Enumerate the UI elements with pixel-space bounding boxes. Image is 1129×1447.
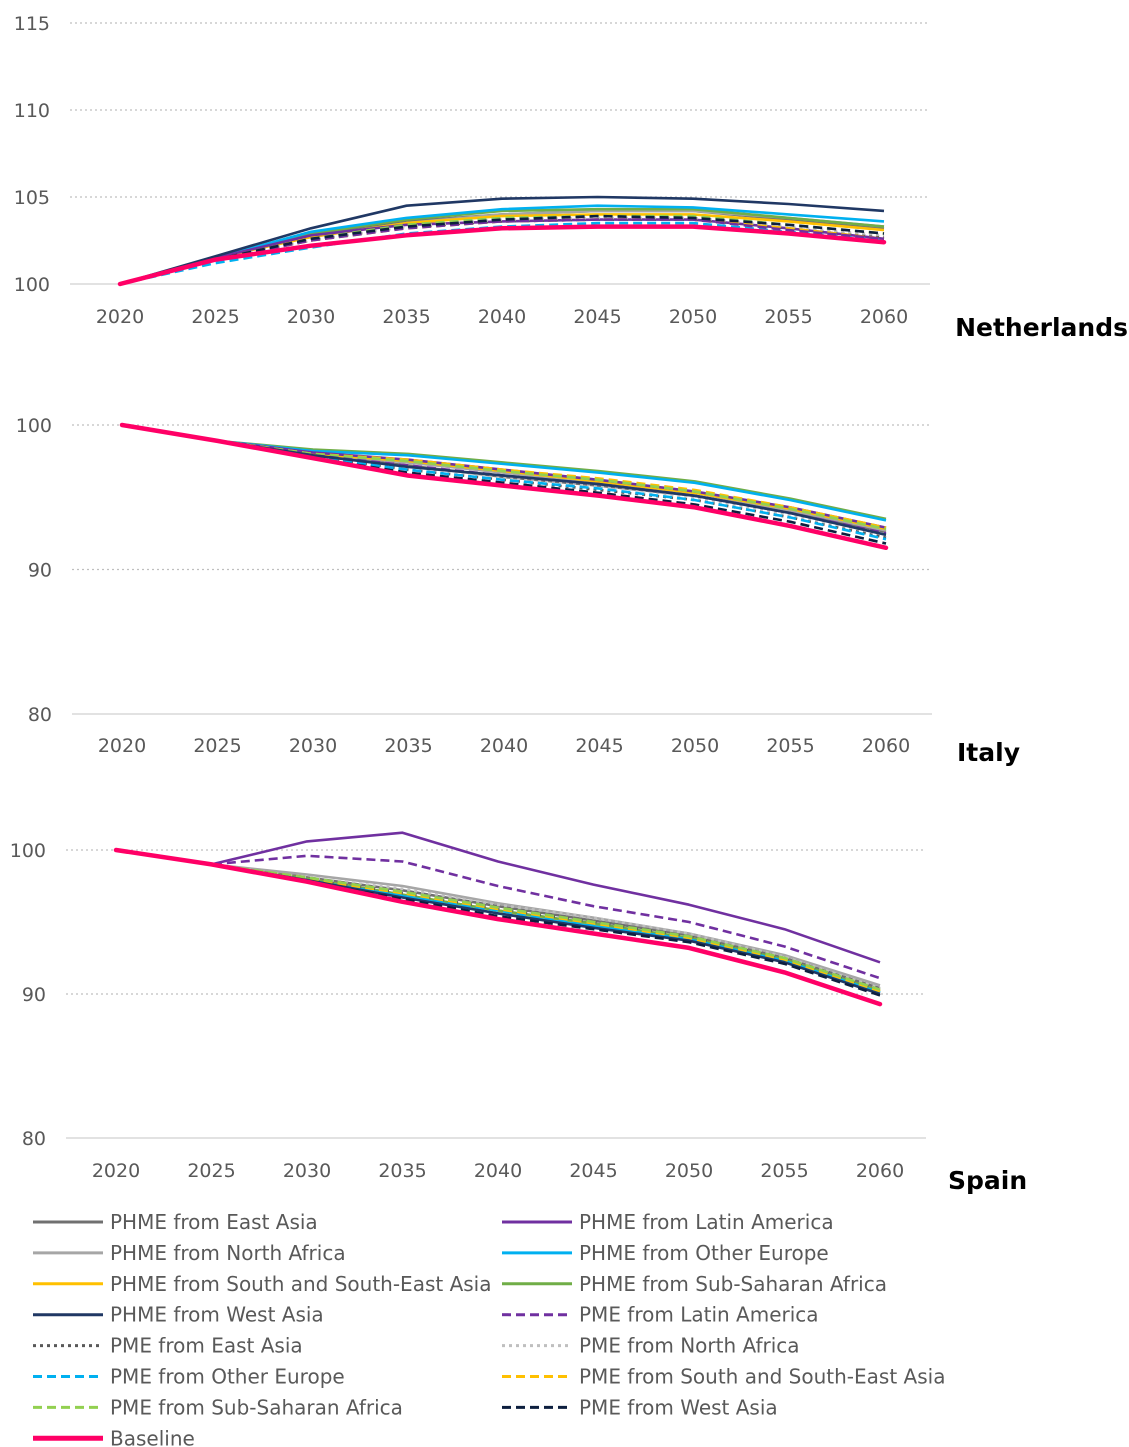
x-tick-label: 2060: [860, 306, 908, 328]
series-line-phme-from-east-asia: [121, 423, 887, 534]
x-tick-label: 2020: [96, 306, 144, 328]
legend-label: PME from Other Europe: [110, 1365, 345, 1389]
series-line-pme-from-north-africa: [121, 423, 887, 537]
legend-label: PHME from West Asia: [110, 1303, 324, 1327]
x-tick-label: 2035: [384, 735, 432, 757]
x-tick-label: 2050: [671, 735, 719, 757]
series-line-pme-from-latin-america: [115, 848, 881, 980]
legend-label: PME from North Africa: [579, 1334, 800, 1358]
series-line-phme-from-latin-america: [119, 218, 885, 286]
x-tick-label: 2040: [478, 306, 526, 328]
x-tick-label: 2050: [665, 1160, 713, 1182]
y-tick-label: 90: [22, 984, 46, 1006]
series-line-phme-from-west-asia: [115, 848, 881, 996]
y-tick-label: 100: [10, 840, 46, 862]
x-tick-label: 2055: [766, 735, 814, 757]
x-tick-label: 2030: [289, 735, 337, 757]
chart-italy: 80 90 100 2020 2025 2030 2035 2040 2045 2050 2055 2…: [16, 415, 1020, 767]
chart-title: Italy: [957, 738, 1020, 767]
x-tick-label: 2025: [193, 735, 241, 757]
x-tick-label: 2045: [575, 735, 623, 757]
series-line-pme-from-west-asia: [115, 848, 881, 997]
legend-label: PHME from North Africa: [110, 1241, 346, 1265]
legend-label: PHME from Latin America: [579, 1210, 834, 1234]
x-tick-label: 2030: [287, 306, 335, 328]
x-tick-label: 2035: [378, 1160, 426, 1182]
chart-title: Netherlands: [955, 313, 1128, 342]
x-tick-label: 2040: [480, 735, 528, 757]
legend-label: PME from South and South-East Asia: [579, 1365, 945, 1389]
chart-spain: 80 90 100 2020 2025 2030 2035 2040 2045 2050 2055 2…: [10, 831, 1027, 1195]
x-tick-label: 2055: [764, 306, 812, 328]
legend-label: PHME from South and South-East Asia: [110, 1272, 491, 1296]
series-line-baseline: [119, 422, 889, 551]
x-tick-label: 2050: [669, 306, 717, 328]
legend-label: PME from East Asia: [110, 1334, 303, 1358]
chart-netherlands: 100 105 110 115 2020 2025 2030 2035 2040 2045 2050…: [14, 13, 1128, 342]
x-tick-label: 2045: [569, 1160, 617, 1182]
x-tick-label: 2035: [382, 306, 430, 328]
chart-title: Spain: [948, 1166, 1027, 1195]
legend-label: PME from West Asia: [579, 1395, 778, 1419]
series-line-phme-from-west-asia: [119, 195, 885, 286]
legend-label: Baseline: [110, 1426, 195, 1447]
legend: PHME from East Asia PHME from North Afric…: [33, 1210, 945, 1447]
x-tick-label: 2025: [191, 306, 239, 328]
series-line-phme-from-latin-america: [115, 831, 881, 964]
y-tick-label: 100: [16, 415, 52, 437]
y-tick-label: 110: [14, 100, 50, 122]
x-tick-label: 2020: [98, 735, 146, 757]
legend-label: PHME from Sub-Saharan Africa: [579, 1272, 887, 1296]
series-line-baseline: [113, 847, 883, 1007]
y-tick-label: 115: [14, 13, 50, 35]
legend-label: PHME from Other Europe: [579, 1241, 829, 1265]
x-tick-label: 2040: [474, 1160, 522, 1182]
x-tick-label: 2060: [862, 735, 910, 757]
y-tick-label: 80: [22, 1128, 46, 1150]
x-tick-label: 2055: [760, 1160, 808, 1182]
x-tick-label: 2045: [573, 306, 621, 328]
series-line-phme-from-south-and-south-east-asia: [119, 213, 885, 286]
y-tick-label: 100: [14, 274, 50, 296]
y-tick-label: 90: [28, 560, 52, 582]
x-tick-label: 2020: [92, 1160, 140, 1182]
legend-label: PME from Sub-Saharan Africa: [110, 1395, 403, 1419]
y-tick-label: 80: [28, 704, 52, 726]
y-tick-label: 105: [14, 187, 50, 209]
legend-label: PME from Latin America: [579, 1303, 819, 1327]
series-line-baseline: [117, 224, 887, 287]
legend-label: PHME from East Asia: [110, 1210, 318, 1234]
series-line-pme-from-west-asia: [119, 214, 885, 286]
x-tick-label: 2060: [856, 1160, 904, 1182]
x-tick-label: 2025: [187, 1160, 235, 1182]
x-tick-label: 2030: [283, 1160, 331, 1182]
